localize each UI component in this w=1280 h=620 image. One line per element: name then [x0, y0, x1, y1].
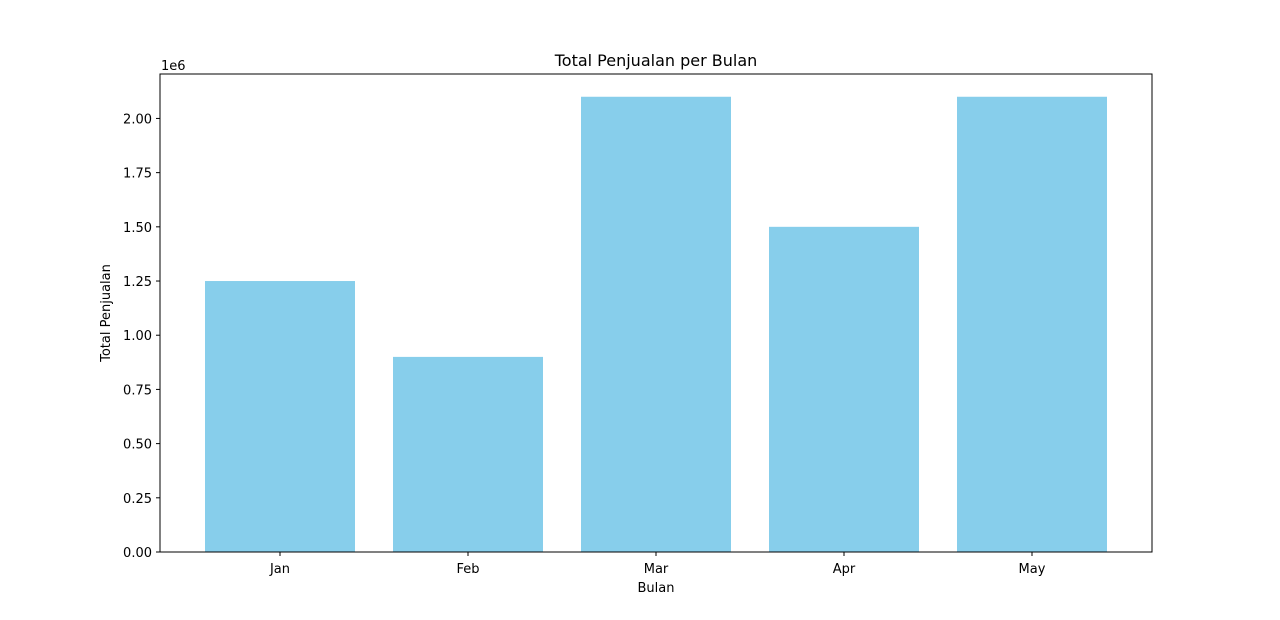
chart-title: Total Penjualan per Bulan: [554, 51, 758, 70]
y-tick-label-8: 2.00: [123, 112, 152, 127]
y-tick-label-3: 0.75: [123, 383, 152, 398]
y-axis-multiplier: 1e6: [161, 59, 186, 74]
plot-area: Jan Feb Mar Apr May 0.00 0.25 0.50 0.75 1.00 1.25 1…: [123, 73, 1153, 577]
y-tick-label-0: 0.00: [123, 546, 152, 561]
bar-feb: [393, 356, 543, 552]
x-tick-label-mar: Mar: [644, 562, 669, 577]
bar-jan: [205, 281, 355, 552]
bar-may: [957, 96, 1107, 552]
y-tick-label-1: 0.25: [123, 492, 152, 507]
x-tick-label-apr: Apr: [833, 562, 856, 577]
bar-mar: [581, 96, 731, 552]
y-tick-label-6: 1.50: [123, 221, 152, 236]
bar-apr: [769, 226, 919, 552]
y-tick-label-4: 1.00: [123, 329, 152, 344]
x-tick-label-may: May: [1019, 562, 1046, 577]
x-tick-label-jan: Jan: [269, 562, 290, 577]
y-tick-label-2: 0.50: [123, 438, 152, 453]
x-tick-label-feb: Feb: [456, 562, 479, 577]
plot-frame: [159, 73, 1153, 553]
y-tick-label-7: 1.75: [123, 167, 152, 182]
x-axis-label: Bulan: [638, 581, 675, 596]
y-tick-label-5: 1.25: [123, 275, 152, 290]
y-axis-label: Total Penjualan: [99, 264, 114, 363]
